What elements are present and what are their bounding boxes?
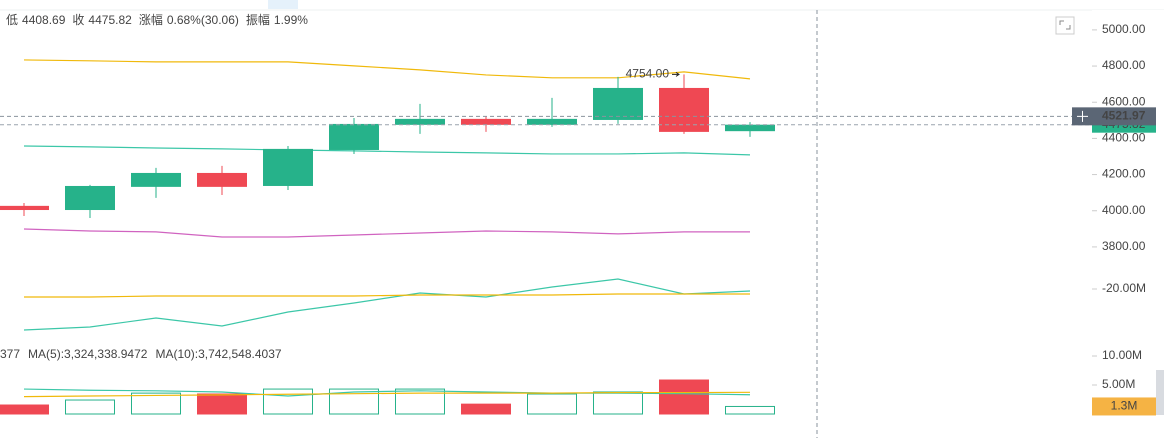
y-tick-label: 5.00M [1102,377,1135,391]
info-value: 0.68%(30.06) [167,13,239,27]
info-label: 涨幅 [139,12,163,27]
y-tick-label: 4400.00 [1102,131,1146,145]
crosshair-plus [1077,110,1088,122]
legend-entry: MA(5):3,324,338.9472 [28,347,148,361]
candle-body [0,205,49,211]
volume-bar [527,393,577,415]
band-line [23,59,751,80]
volume-bar [725,405,775,415]
scrollbar[interactable] [1156,370,1164,415]
candle-body [395,118,445,125]
band-line [23,228,750,238]
candle-body [65,185,115,211]
candle-body [263,148,313,186]
info-label: 收 [72,13,84,27]
volume-bar [263,388,313,415]
volume-tag [1092,397,1156,416]
candle-body [725,124,775,132]
volume-bar [197,393,247,415]
info-value: 4475.82 [88,13,132,27]
indicator-line [23,278,751,331]
crosshair-tag [1072,107,1156,126]
info-label: 振幅 [246,12,270,27]
y-tick-label: 4600.00 [1102,94,1146,108]
annotation-arrow [672,71,680,77]
volume-bar [131,392,181,415]
volume-ma-line [23,388,751,397]
info-label: 低 [6,13,18,27]
y-tick-label: 10.00M [1102,348,1142,362]
volume-bar [65,399,115,415]
y-tick-label: 4800.00 [1102,58,1146,72]
y-tick-label: 3800.00 [1102,239,1146,253]
high-annotation: 4754.00 [626,67,670,81]
band-line [23,145,751,156]
legend-entry: MA(10):3,742,548.4037 [155,347,281,361]
y-tick-label: 5000.00 [1102,22,1146,36]
candle-body [593,87,643,120]
info-value: 1.99% [274,13,308,27]
fullscreen-icon[interactable] [1055,16,1075,35]
axis-area [1092,10,1164,438]
candle-body [527,118,577,125]
candle-body [197,172,247,187]
volume-bar [593,391,643,415]
candle-body [329,123,379,150]
volume-ma-line [23,391,751,398]
info-value: 4408.69 [22,13,66,27]
volume-bar [461,403,511,415]
volume-bar [659,379,709,415]
candle-body [461,118,511,125]
y-tick-label: -20.00M [1102,281,1146,295]
legend-prefix: 377 [0,347,20,361]
crosshair-label: 4521.97 [1102,109,1146,123]
candle-body [659,87,709,132]
indicator-line [24,293,750,298]
volume-bar [0,404,49,415]
y-tick-label: 4000.00 [1102,203,1146,217]
volume-tag-label: 1.3M [1111,399,1138,413]
y-tick-label: 4200.00 [1102,167,1146,181]
toolbar-active[interactable] [268,0,298,9]
candle-body [131,172,181,187]
